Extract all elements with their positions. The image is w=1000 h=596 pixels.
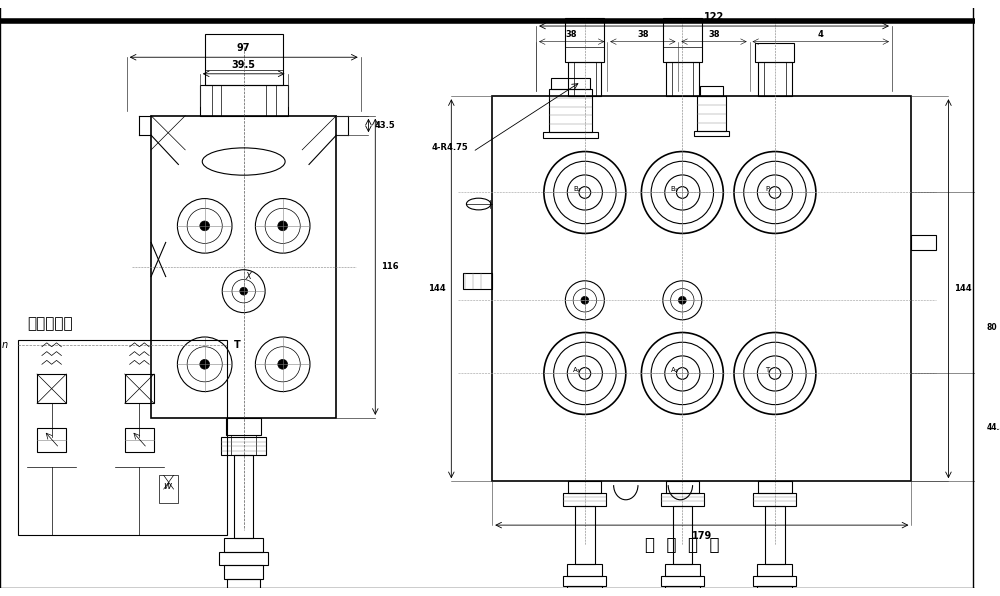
Text: B₂: B₂ <box>573 185 581 191</box>
Bar <box>666 62 699 96</box>
Bar <box>565 18 604 62</box>
Bar <box>575 505 595 564</box>
Text: B₁: B₁ <box>671 185 678 191</box>
Text: P: P <box>765 185 769 191</box>
Bar <box>665 585 700 595</box>
Bar <box>673 505 692 564</box>
Text: 144: 144 <box>954 284 972 293</box>
Bar <box>668 595 697 596</box>
Circle shape <box>200 221 210 231</box>
Bar <box>18 340 227 535</box>
Bar <box>219 552 268 565</box>
Bar <box>568 481 601 493</box>
Circle shape <box>240 287 248 295</box>
Bar <box>563 493 606 505</box>
Bar <box>753 493 796 505</box>
Text: A₂: A₂ <box>573 367 581 372</box>
Text: X: X <box>246 272 251 281</box>
Bar <box>568 62 601 96</box>
Bar <box>543 132 598 138</box>
Circle shape <box>769 368 781 379</box>
Bar <box>758 481 792 493</box>
Text: 4: 4 <box>818 30 824 39</box>
Circle shape <box>676 187 688 198</box>
Text: 38: 38 <box>637 30 649 39</box>
Bar <box>765 505 785 564</box>
Bar <box>549 89 592 132</box>
Bar <box>757 585 792 595</box>
Text: w: w <box>163 481 171 491</box>
Text: 39.5: 39.5 <box>232 60 256 70</box>
Bar <box>665 564 700 576</box>
Bar <box>697 96 726 131</box>
Circle shape <box>676 368 688 379</box>
Circle shape <box>579 368 591 379</box>
Text: 性  能  参  数: 性 能 参 数 <box>645 536 720 554</box>
Bar <box>159 476 178 502</box>
Text: 38: 38 <box>708 30 720 39</box>
Bar <box>224 565 263 579</box>
Bar <box>226 418 261 436</box>
Text: 4-R4.75: 4-R4.75 <box>432 144 469 153</box>
Text: T: T <box>234 340 241 350</box>
Circle shape <box>200 359 210 369</box>
Bar <box>125 428 154 452</box>
Bar <box>234 455 253 538</box>
Bar <box>567 564 602 576</box>
Bar <box>151 116 336 418</box>
Bar <box>760 595 790 596</box>
Text: 43.5: 43.5 <box>374 121 395 130</box>
Text: 38: 38 <box>566 30 577 39</box>
Bar <box>200 85 288 116</box>
Text: 122: 122 <box>704 12 724 22</box>
Text: 179: 179 <box>692 531 712 541</box>
Bar <box>661 576 704 585</box>
Text: 116: 116 <box>381 262 399 271</box>
Bar <box>125 374 154 403</box>
Circle shape <box>278 359 288 369</box>
Bar <box>758 62 792 96</box>
Bar <box>492 96 911 481</box>
Bar <box>757 564 792 576</box>
Circle shape <box>581 296 589 304</box>
Bar <box>563 576 606 585</box>
Text: n: n <box>2 340 8 350</box>
Text: 液压原理图: 液压原理图 <box>27 316 73 331</box>
Bar <box>570 595 599 596</box>
Circle shape <box>579 187 591 198</box>
Bar <box>37 428 66 452</box>
Bar <box>551 77 590 89</box>
Bar <box>227 579 260 596</box>
Bar <box>661 493 704 505</box>
Text: T: T <box>765 367 769 372</box>
Bar <box>694 131 729 136</box>
Text: 44.5: 44.5 <box>986 423 1000 432</box>
Bar <box>224 538 263 552</box>
Circle shape <box>678 296 686 304</box>
Circle shape <box>769 187 781 198</box>
Bar <box>753 576 796 585</box>
Bar <box>221 437 266 455</box>
Bar <box>911 235 936 250</box>
Bar <box>663 18 702 62</box>
Bar <box>37 374 66 403</box>
Circle shape <box>278 221 288 231</box>
Bar <box>463 273 492 289</box>
Bar <box>755 42 794 62</box>
Bar <box>700 86 723 96</box>
Text: 80: 80 <box>986 322 997 331</box>
Bar <box>567 585 602 595</box>
Text: 144: 144 <box>428 284 445 293</box>
Text: A₁: A₁ <box>671 367 678 372</box>
Bar <box>205 34 283 85</box>
Bar <box>666 481 699 493</box>
Text: 97: 97 <box>237 44 250 53</box>
